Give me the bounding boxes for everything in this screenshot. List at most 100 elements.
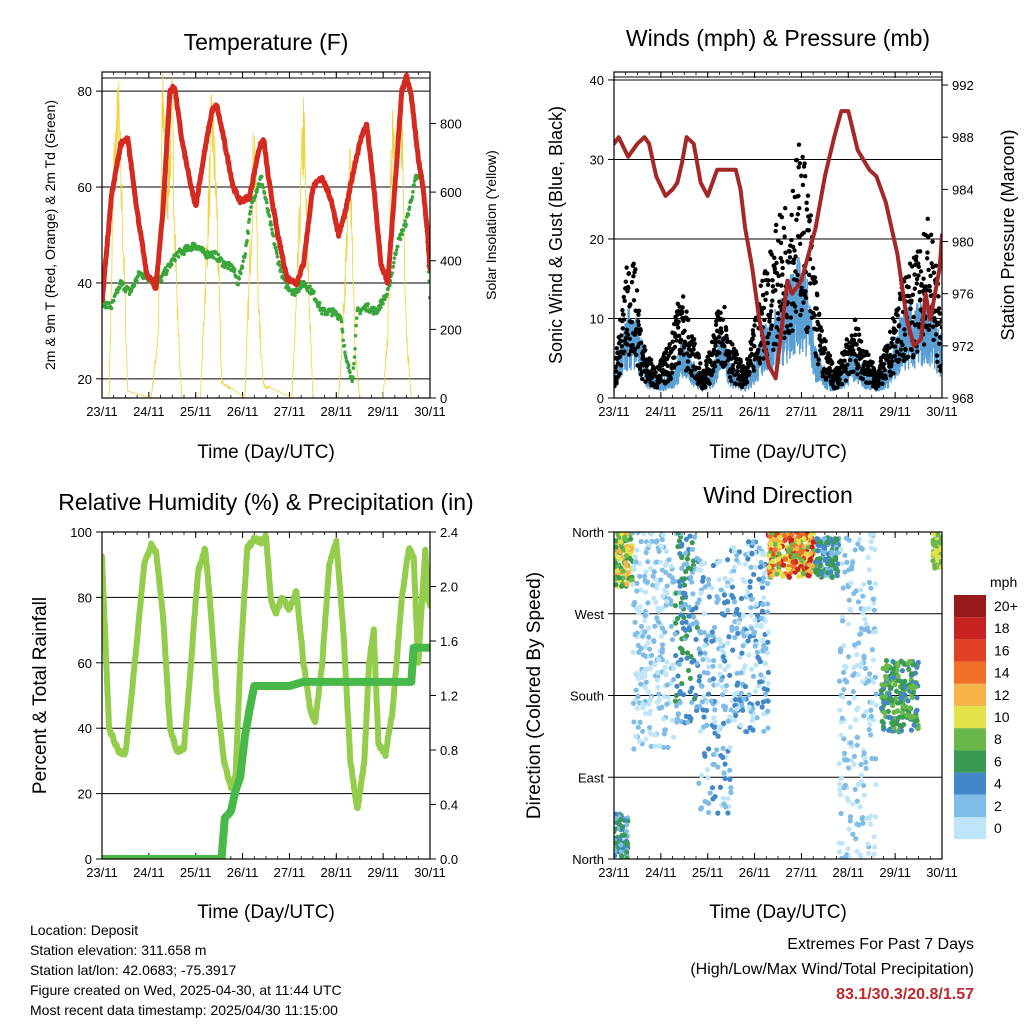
gust-point [783,250,788,255]
direction-point [828,537,835,543]
relative-humidity-line [102,532,430,812]
gust-point [712,360,717,365]
x-tick-label: 23/11 [598,865,630,880]
y-right-tick-label: 0.8 [440,743,458,758]
direction-point [634,547,640,553]
gust-point [617,354,623,359]
direction-point [836,840,842,846]
direction-point [719,647,725,653]
direction-point [780,573,786,579]
direction-point [648,532,655,537]
y-right-tick-label: 972 [952,339,974,354]
dewpoint-point [411,190,415,194]
plot-border [613,531,943,860]
direction-point [679,646,685,653]
gust-point [680,305,685,310]
direction-point [865,678,872,684]
dewpoint-point [135,278,139,283]
direction-point [747,725,753,731]
y-right-tick-label: 1.2 [440,689,458,704]
direction-point [669,636,676,643]
direction-point [852,717,859,723]
direction-point [664,682,670,688]
dewpoint-point [352,361,356,366]
gust-point [935,359,940,365]
direction-point [748,666,755,672]
direction-point [839,715,845,721]
gust-point [769,323,775,328]
colorbar-swatch [954,661,986,684]
gust-point [629,279,635,285]
dewpoint-point [273,245,278,250]
y-right-tick-label: 984 [952,182,974,197]
y-right-tick-label: 988 [952,130,974,145]
gust-point [629,319,634,325]
direction-point [711,657,717,664]
direction-point [681,582,688,588]
direction-point [724,583,730,589]
direction-point [836,678,843,684]
direction-point [757,564,764,570]
direction-point [732,634,738,641]
gust-point [643,379,648,384]
direction-point [745,638,751,644]
direction-point [867,671,873,677]
direction-point [764,601,771,607]
direction-point [700,574,706,581]
gust-point [767,312,773,317]
direction-point [716,576,722,583]
direction-point [717,558,723,564]
gust-point [844,337,849,342]
gust-point [679,309,685,315]
dewpoint-point [340,330,345,334]
direction-point [693,692,699,699]
direction-point [724,598,730,605]
direction-point [860,820,866,826]
direction-point [895,673,901,679]
direction-point [662,587,668,593]
gust-point [639,376,645,382]
direction-point [765,725,771,731]
gust-point [939,363,942,369]
gust-point [639,340,644,346]
direction-point [752,617,758,623]
direction-point [657,705,663,711]
gust-point [856,332,862,337]
direction-point [672,603,679,609]
direction-series [614,532,942,859]
direction-point [845,654,852,660]
solar-insolation-line [102,72,430,398]
dewpoint-point [123,289,128,294]
gust-point [672,344,678,350]
direction-point [886,691,892,697]
dewpoint-point [159,278,164,283]
direction-point [759,584,766,591]
direction-point [656,608,662,614]
direction-point [648,743,654,750]
recent-data-text: Most recent data timestamp: 2025/04/30 1… [30,1002,338,1018]
direction-point [643,569,649,575]
direction-point [705,775,711,781]
direction-point [719,611,725,617]
direction-tick-label: West [575,607,605,622]
direction-point [718,641,724,647]
direction-point [717,671,723,677]
direction-point [858,778,864,785]
direction-point [732,717,738,723]
direction-point [686,613,692,619]
x-tick-label: 24/11 [645,865,677,880]
gust-point [618,339,623,344]
gust-point [889,359,895,364]
gust-point [912,286,918,291]
gust-point [855,372,860,377]
gust-point [773,342,779,347]
x-tick-label: 30/11 [926,865,958,880]
direction-point [702,753,708,759]
direction-point [727,767,733,773]
direction-point [821,545,828,551]
direction-point [731,691,737,698]
direction-point [757,658,763,665]
colorbar-label: 8 [994,731,1002,747]
direction-point [630,649,636,655]
direction-point [863,621,869,627]
